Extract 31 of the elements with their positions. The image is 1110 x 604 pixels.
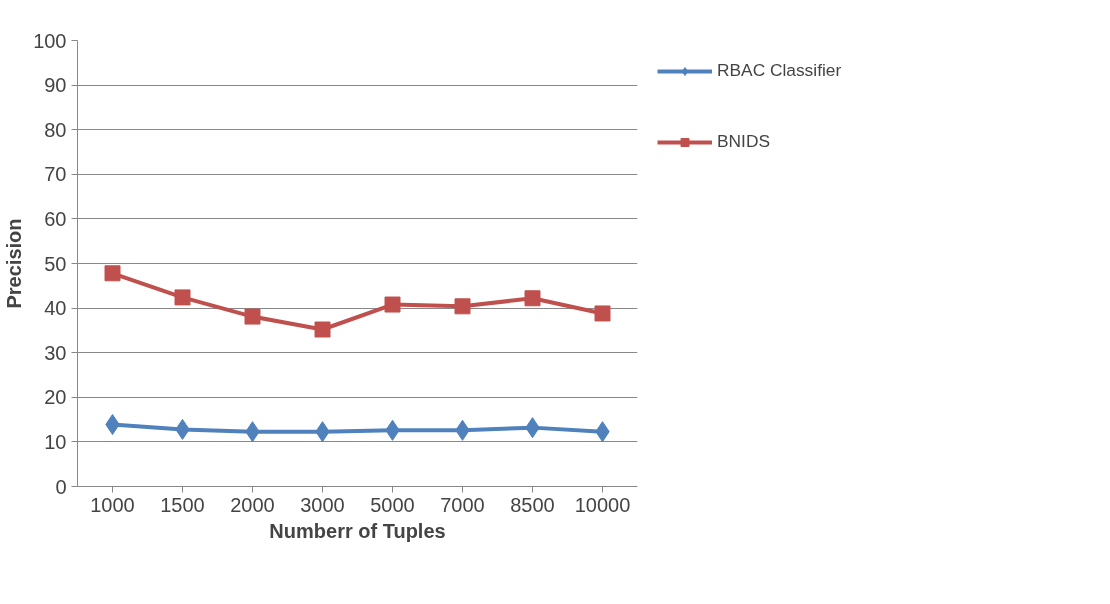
x-tick-label: 1500 (160, 493, 205, 516)
y-tick-label: 40 (44, 297, 67, 320)
point (174, 289, 191, 306)
y-tick-label: 20 (44, 386, 67, 409)
point (314, 321, 331, 338)
y-tick-label: 10 (44, 430, 67, 453)
y-tick-label: 0 (55, 475, 67, 498)
y-tick-label: 30 (44, 341, 67, 364)
legend-label: BNIDS (717, 131, 770, 152)
legend-label: RBAC Classifier (717, 60, 842, 81)
y-axis-title: Precision (3, 218, 26, 309)
y-tick-label: 50 (44, 252, 67, 275)
x-tick-label: 7000 (440, 493, 485, 516)
point (384, 296, 401, 313)
point (244, 308, 261, 325)
x-tick-label: 1000 (90, 493, 135, 516)
y-tick-label: 80 (44, 118, 67, 141)
y-tick-label: 60 (44, 207, 67, 230)
x-tick-label: 2000 (230, 493, 275, 516)
y-tick-label: 90 (44, 74, 67, 97)
x-tick-label: 8500 (510, 493, 555, 516)
point (104, 265, 121, 282)
y-tick-label: 100 (33, 29, 67, 52)
point (454, 298, 471, 315)
x-axis-title: Numberr of Tuples (269, 519, 446, 542)
y-tick-label: 70 (44, 163, 67, 186)
point (594, 305, 611, 322)
x-tick-label: 10000 (574, 493, 631, 516)
x-tick-label: 3000 (300, 493, 345, 516)
x-tick-label: 5000 (370, 493, 415, 516)
point (524, 290, 541, 307)
